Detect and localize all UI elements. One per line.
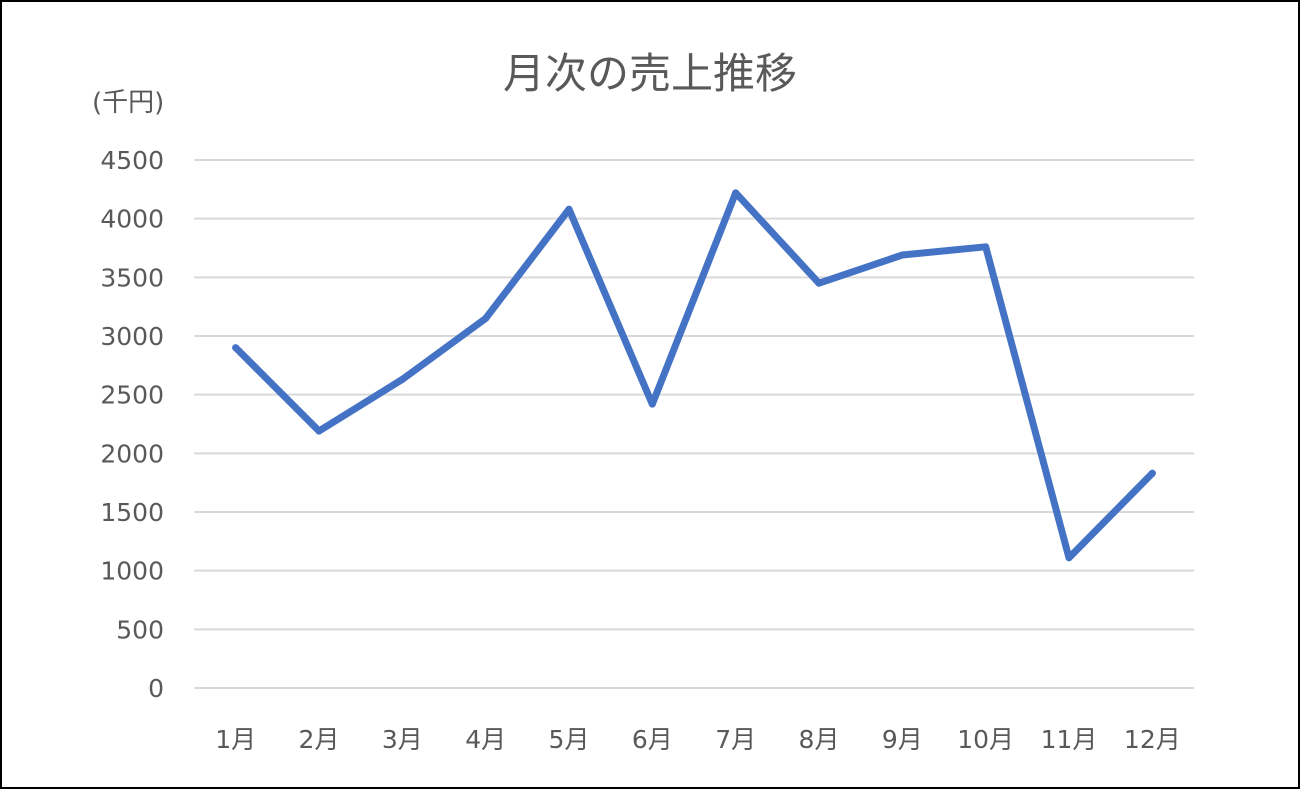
data-point [898, 251, 906, 259]
data-point [815, 279, 823, 287]
x-tick-label: 5月 [549, 725, 590, 754]
y-tick-label: 2000 [100, 439, 164, 468]
data-point [232, 344, 240, 352]
chart-title: 月次の売上推移 [503, 49, 797, 98]
gridlines [194, 159, 1194, 689]
x-tick-label: 4月 [465, 725, 506, 754]
y-tick-label: 4500 [100, 146, 164, 175]
x-tick-label: 1月 [215, 725, 256, 754]
y-tick-label: 3500 [100, 263, 164, 292]
x-tick-label: 7月 [715, 725, 756, 754]
y-tick-label: 500 [116, 615, 164, 644]
y-tick-label: 1000 [100, 557, 164, 586]
y-tick-label: 1500 [100, 498, 164, 527]
data-point [398, 375, 406, 383]
x-tick-label: 12月 [1124, 725, 1181, 754]
data-point [732, 189, 740, 197]
data-point [1065, 554, 1073, 562]
data-point [315, 427, 323, 435]
data-point [1148, 469, 1156, 477]
x-tick-label: 3月 [382, 725, 423, 754]
y-tick-label: 3000 [100, 322, 164, 351]
y-tick-label: 0 [148, 674, 164, 703]
x-tick-label: 8月 [799, 725, 840, 754]
y-axis-unit-label: (千円) [92, 88, 164, 118]
y-tick-label: 4000 [100, 205, 164, 234]
y-tick-label: 2500 [100, 381, 164, 410]
data-point [565, 205, 573, 213]
x-tick-label: 6月 [632, 725, 673, 754]
series-layer [232, 189, 1156, 562]
data-point [482, 314, 490, 322]
y-axis-tick-labels: 0 500 1000 1500 2000 2500 3000 3500 4000 4500 [100, 146, 164, 703]
x-axis-tick-labels: 1月 2月 3月 4月 5月 6月 7月 8月 9月 10月 11月 12月 [215, 725, 1181, 754]
x-tick-label: 9月 [882, 725, 923, 754]
data-point [648, 400, 656, 408]
data-point [982, 243, 990, 251]
series-line [232, 189, 1156, 562]
x-tick-label: 10月 [957, 725, 1014, 754]
x-tick-label: 2月 [299, 725, 340, 754]
x-tick-label: 11月 [1041, 725, 1098, 754]
